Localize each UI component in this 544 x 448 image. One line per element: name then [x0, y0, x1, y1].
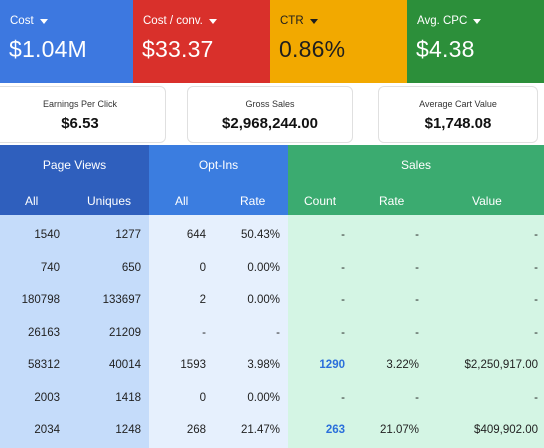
card-title: Earnings Per Click	[42, 99, 118, 109]
cell-oi-rate: 0.00%	[247, 294, 280, 306]
metric-card-row: Earnings Per Click $6.53 Gross Sales $2,…	[0, 83, 544, 145]
sales-column-bg	[288, 215, 544, 448]
kpi-ctr-tile: CTR 0.86%	[270, 0, 407, 83]
cell-pv-uniques: 40014	[109, 359, 141, 371]
cell-sa-value: -	[534, 261, 538, 274]
cell-sa-rate: -	[415, 391, 419, 404]
cell-oi-all: 2	[199, 294, 206, 306]
page-views-title: Page Views	[42, 158, 107, 172]
cell-sa-rate: 3.22%	[386, 359, 419, 371]
page-views-header: Page Views All Uniques	[0, 145, 149, 215]
cell-sa-value: -	[534, 326, 538, 339]
cell-sa-rate: 21.07%	[379, 424, 419, 436]
cell-sa-value: -	[534, 391, 538, 404]
column-header-pv-uniques[interactable]: Uniques	[87, 194, 132, 208]
cell-oi-all: 0	[199, 261, 206, 274]
gross-sales-card: Gross Sales $2,968,244.00	[187, 86, 353, 143]
opt-ins-title: Opt-Ins	[198, 158, 239, 172]
cell-pv-uniques: 650	[121, 261, 141, 274]
sales-header: Sales Count Rate Value	[288, 145, 544, 215]
average-cart-value-card: Average Cart Value $1,748.08	[378, 86, 538, 143]
cell-sa-count: -	[341, 261, 345, 274]
cell-sa-rate: -	[415, 326, 419, 339]
card-value: $1,748.08	[424, 115, 492, 132]
cell-pv-uniques: 1418	[115, 391, 141, 404]
cell-sa-count: -	[341, 229, 345, 241]
cell-oi-rate: 0.00%	[247, 261, 280, 274]
cell-pv-uniques: 1248	[115, 424, 141, 436]
cell-sa-count: -	[341, 294, 345, 306]
cell-sa-value: -	[534, 229, 538, 241]
cell-oi-rate: 21.47%	[240, 424, 280, 436]
cell-pv-uniques: 1277	[115, 229, 141, 241]
card-title: Average Cart Value	[419, 99, 497, 109]
caret-down-icon	[39, 19, 48, 24]
column-header-sa-count[interactable]: Count	[304, 194, 337, 208]
caret-down-icon	[309, 19, 318, 24]
column-header-oi-all[interactable]: All	[175, 194, 189, 208]
page-views-column-bg	[0, 215, 149, 448]
kpi-ctr-value: 0.86%	[279, 36, 346, 62]
kpi-cost-tile: Cost $1.04M	[0, 0, 133, 83]
cell-sa-value: -	[534, 294, 538, 306]
cell-sa-count[interactable]: 1290	[319, 359, 345, 371]
column-header-oi-rate[interactable]: Rate	[240, 194, 266, 208]
cell-sa-rate: -	[415, 261, 419, 274]
cell-oi-all: 268	[186, 424, 206, 436]
cell-sa-rate: -	[415, 294, 419, 306]
cell-sa-count: -	[341, 391, 345, 404]
kpi-avg-cpc-value: $4.38	[416, 36, 475, 62]
column-header-sa-value[interactable]: Value	[472, 194, 502, 208]
cell-oi-rate: 3.98%	[247, 359, 280, 371]
cell-oi-all: -	[202, 326, 206, 339]
earnings-per-click-card: Earnings Per Click $6.53	[0, 86, 166, 143]
cell-oi-rate: 50.43%	[240, 229, 280, 241]
cell-pv-all: 740	[40, 261, 60, 274]
card-value: $2,968,244.00	[222, 115, 318, 132]
cell-pv-all: 1540	[34, 229, 60, 241]
card-title: Gross Sales	[245, 99, 295, 109]
cell-sa-count: -	[341, 326, 345, 339]
cell-pv-all: 2034	[34, 424, 60, 436]
kpi-cost-conv-label: Cost / conv.	[143, 15, 203, 27]
opt-ins-header: Opt-Ins All Rate	[149, 145, 288, 215]
cell-sa-value: $2,250,917.00	[464, 359, 538, 371]
caret-down-icon	[208, 19, 217, 24]
kpi-cost-conv-tile: Cost / conv. $33.37	[133, 0, 270, 83]
kpi-cost-selector[interactable]: Cost	[10, 15, 48, 27]
cell-oi-all: 0	[199, 391, 206, 404]
cell-sa-count[interactable]: 263	[325, 424, 345, 436]
cell-oi-rate: -	[276, 326, 280, 339]
data-table: Page Views All Uniques Opt-Ins All Rate …	[0, 145, 544, 448]
cell-sa-rate: -	[415, 229, 419, 241]
kpi-avg-cpc-label: Avg. CPC	[417, 15, 468, 27]
cell-pv-all: 58312	[28, 359, 60, 371]
cell-pv-all: 2003	[34, 391, 60, 404]
cell-pv-uniques: 133697	[102, 294, 141, 306]
kpi-row: Cost $1.04M Cost / conv. $33.37 CTR 0.86…	[0, 0, 544, 83]
column-header-pv-all[interactable]: All	[25, 194, 39, 208]
kpi-ctr-label: CTR	[280, 15, 304, 27]
kpi-avg-cpc-tile: Avg. CPC $4.38	[407, 0, 544, 83]
kpi-avg-cpc-selector[interactable]: Avg. CPC	[417, 15, 482, 27]
card-value: $6.53	[61, 115, 99, 132]
cell-oi-all: 644	[186, 229, 206, 241]
cell-sa-value: $409,902.00	[474, 424, 538, 436]
kpi-cost-conv-selector[interactable]: Cost / conv.	[143, 15, 217, 27]
kpi-cost-label: Cost	[10, 15, 34, 27]
caret-down-icon	[473, 19, 482, 24]
sales-title: Sales	[400, 158, 432, 172]
kpi-cost-value: $1.04M	[9, 36, 87, 62]
cell-pv-uniques: 21209	[109, 326, 141, 339]
cell-oi-all: 1593	[180, 359, 206, 371]
column-header-sa-rate[interactable]: Rate	[379, 194, 405, 208]
opt-ins-column-bg	[149, 215, 288, 448]
cell-pv-all: 180798	[21, 294, 60, 306]
cell-oi-rate: 0.00%	[247, 391, 280, 404]
kpi-cost-conv-value: $33.37	[142, 36, 214, 62]
kpi-ctr-selector[interactable]: CTR	[280, 15, 318, 27]
cell-pv-all: 26163	[28, 326, 60, 339]
